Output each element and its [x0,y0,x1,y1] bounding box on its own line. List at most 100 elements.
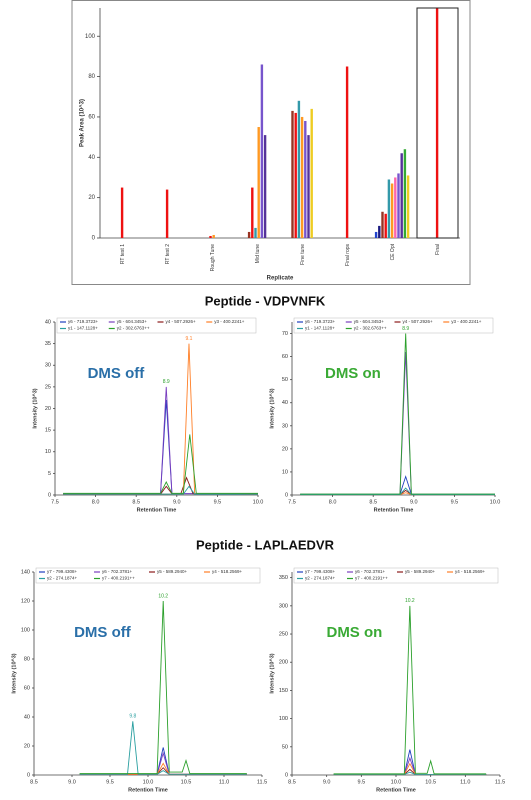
bar [406,175,410,238]
x-axis-label: Replicate [267,276,294,282]
x-tick-label: 9.0 [410,499,418,505]
legend-label: y6 - 719.3723+ [68,319,99,324]
bar [291,110,294,238]
legend-label: y3 - 400.2241+ [214,319,245,324]
y-tick-label: 60 [24,685,30,691]
trace [333,771,487,775]
bar [304,120,307,238]
trace [333,749,487,775]
bar [247,231,251,238]
x-axis-label: Retention Time [128,787,168,793]
legend-label: y5 - 604.3453+ [354,319,385,324]
legend-label: y7 - 400.2191++ [102,576,135,581]
bar [251,187,254,238]
x-tick-label: 10.0 [143,779,154,785]
y-tick-label: 350 [279,575,288,581]
bar [209,235,212,238]
top-chart-frame [71,0,471,285]
bar [397,173,400,238]
y-tick-label: 200 [279,660,288,666]
peak-label: 8.9 [402,326,409,332]
legend-label: y5 - 589.2940+ [405,569,436,574]
legend-label: y5 - 604.3453+ [117,319,148,324]
x-tick-label: 8.0 [92,499,100,505]
x-tick-label: 10.0 [391,779,402,785]
peak-label: 8.9 [163,379,170,385]
peak-label: 9.1 [186,336,193,342]
y-tick-label: 25 [45,384,51,390]
x-tick-label: 7.5 [288,499,296,505]
y-axis-label: Peak Area (10^3) [80,99,86,147]
legend-label: y6 - 702.3781+ [102,569,133,574]
legend-label: y1 - 147.1128+ [68,326,98,331]
y-tick-label: 20 [282,446,288,452]
peak-label: 9.8 [129,714,136,720]
trace [300,487,495,495]
x-axis-label: Retention Time [137,507,177,513]
legend-label: y7 - 799.4308+ [47,569,78,574]
legend-label: y5 - 589.2940+ [157,569,188,574]
legend-label: y6 - 719.3723+ [305,319,336,324]
legend-label: y3 - 400.2241+ [451,319,482,324]
bar [254,227,257,238]
y-tick-label: 140 [21,569,30,575]
y-tick-label: 50 [282,377,288,383]
trace [63,434,258,494]
legend-label: y2 - 302.6763++ [354,326,387,331]
trace [79,762,247,775]
x-tick-label: Final rops [345,244,351,266]
y-tick-label: 60 [88,115,95,121]
bar [378,225,381,238]
y-axis-label: Intensity (10^3) [269,388,275,428]
trace [63,485,258,495]
legend-label: y2 - 302.6763++ [117,326,150,331]
bar [310,108,313,238]
x-tick-label: Final [435,244,441,255]
y-tick-label: 50 [282,744,288,750]
x-tick-label: 8.5 [30,779,38,785]
bar [387,179,391,238]
trace [63,386,258,495]
x-tick-label: Mid tune [255,244,261,263]
y-tick-label: 40 [45,319,51,325]
bar [384,213,387,238]
condition-label: DMS on [326,624,382,641]
y-axis-label: Intensity (10^3) [269,653,275,693]
y-tick-label: 40 [24,714,30,720]
y-tick-label: 20 [88,195,95,201]
y-tick-label: 5 [48,471,51,477]
x-tick-label: Fine tune [300,244,306,265]
x-tick-label: 9.5 [106,779,114,785]
x-tick-label: RT test 1 [120,244,126,264]
x-tick-label: Rough Tune [210,244,216,271]
legend-label: y4 - 507.2926+ [403,319,434,324]
x-tick-label: 9.5 [358,779,366,785]
y-tick-label: 35 [45,341,51,347]
trace [300,475,495,495]
x-tick-label: 11.5 [495,779,505,785]
bar [381,211,384,238]
y-tick-label: 10 [45,449,51,455]
y-tick-label: 30 [45,363,51,369]
legend-label: y4 - 507.2926+ [166,319,197,324]
y-tick-label: 70 [282,331,288,337]
legend-label: y2 - 274.1874+ [305,576,336,581]
y-tick-label: 120 [21,598,30,604]
y-tick-label: 100 [279,716,288,722]
y-tick-label: 20 [24,743,30,749]
peak-label: 10.2 [405,598,415,604]
legend-label: y4 - 518.2569+ [455,569,486,574]
section-title: Peptide - VDPVNFK [205,293,326,308]
legend-label: y2 - 274.1874+ [47,576,78,581]
x-tick-label: 9.5 [214,499,222,505]
y-tick-label: 250 [279,631,288,637]
y-tick-label: 20 [45,406,51,412]
x-tick-label: 10.5 [181,779,192,785]
y-tick-label: 80 [88,74,95,80]
y-tick-label: 0 [48,492,51,498]
x-tick-label: 9.0 [68,779,76,785]
x-axis-label: Retention Time [376,787,416,793]
x-tick-label: 11.5 [257,779,267,785]
bar [403,149,407,238]
trace [333,605,487,775]
